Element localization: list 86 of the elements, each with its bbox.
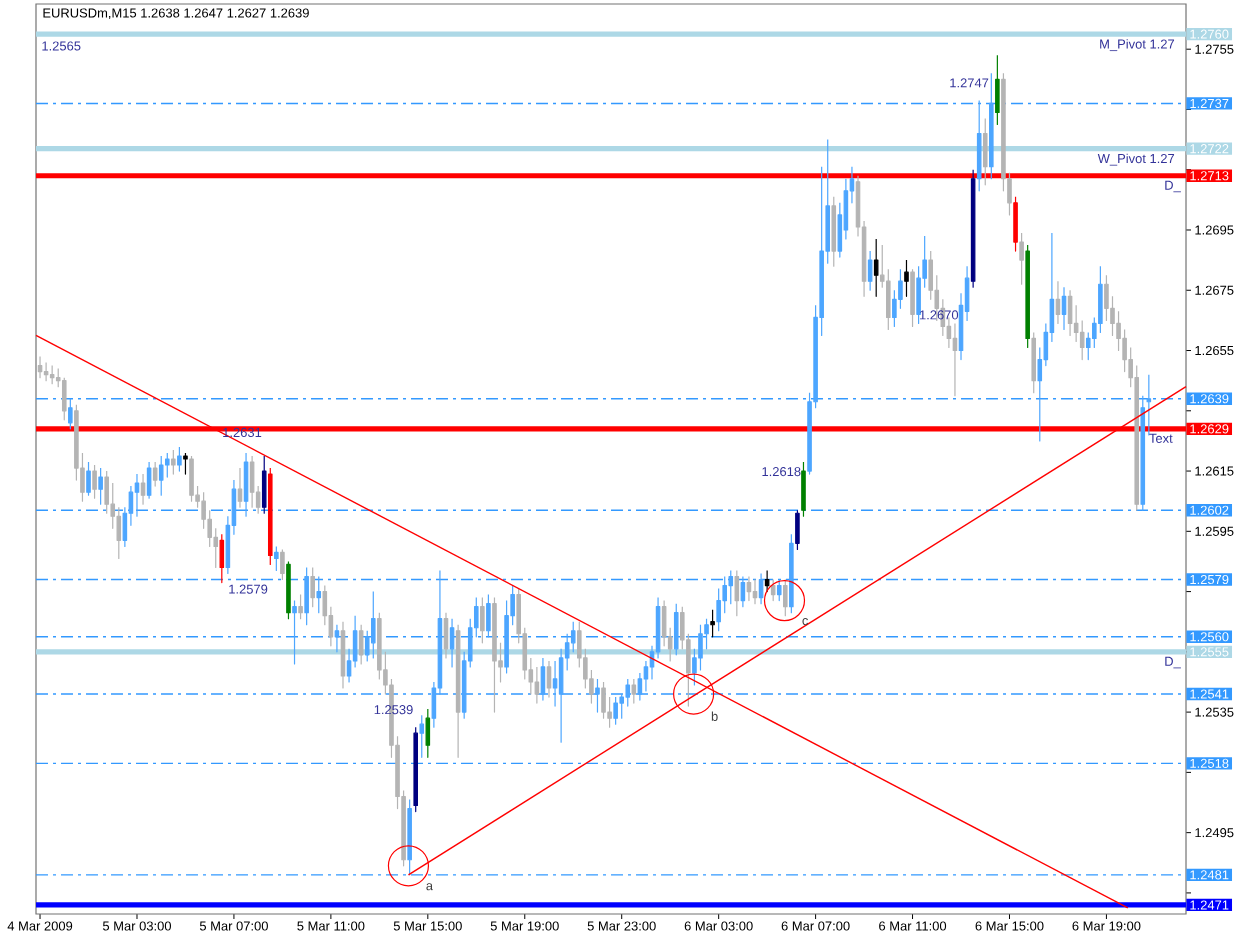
candlestick bbox=[237, 467, 243, 508]
candlestick bbox=[140, 473, 146, 505]
candlestick bbox=[764, 569, 770, 593]
candlestick bbox=[1055, 280, 1061, 324]
candlestick bbox=[673, 603, 679, 656]
candlestick bbox=[219, 533, 225, 584]
candlestick bbox=[152, 461, 158, 487]
candlestick bbox=[1061, 286, 1067, 331]
candlestick bbox=[292, 600, 297, 665]
candlestick bbox=[340, 621, 346, 689]
candlestick bbox=[98, 467, 103, 505]
candlestick bbox=[534, 666, 540, 704]
candlestick bbox=[274, 545, 279, 572]
candlestick bbox=[304, 566, 309, 626]
candlestick bbox=[613, 696, 618, 725]
candlestick bbox=[867, 250, 873, 291]
candlestick bbox=[740, 575, 746, 608]
candlestick bbox=[982, 117, 988, 186]
candlestick bbox=[68, 398, 73, 430]
candlestick bbox=[413, 726, 418, 813]
candlestick bbox=[358, 624, 364, 665]
candlestick bbox=[1067, 289, 1073, 337]
candlestick bbox=[43, 361, 49, 382]
point bbox=[763, 580, 806, 622]
candlestick bbox=[267, 467, 273, 566]
candlestick bbox=[425, 708, 431, 758]
candlestick bbox=[249, 455, 255, 508]
candlestick bbox=[370, 590, 376, 659]
point bbox=[387, 845, 430, 887]
candlestick bbox=[455, 624, 461, 758]
candlestick bbox=[286, 560, 291, 620]
candlestick bbox=[316, 575, 322, 614]
candlestick bbox=[492, 597, 497, 713]
candlestick bbox=[189, 455, 194, 502]
candlestick bbox=[419, 714, 425, 758]
candlestick bbox=[183, 452, 188, 475]
candlestick bbox=[710, 609, 715, 638]
candlestick bbox=[970, 169, 976, 288]
candlestick bbox=[61, 377, 67, 421]
candlestick bbox=[631, 678, 637, 704]
candlestick bbox=[776, 578, 782, 602]
candlestick bbox=[540, 657, 546, 701]
candlestick bbox=[407, 798, 412, 876]
candlestick bbox=[92, 464, 97, 499]
candlestick bbox=[298, 593, 303, 620]
candlestick bbox=[989, 72, 994, 180]
candlestick bbox=[443, 612, 449, 659]
candlestick bbox=[158, 455, 164, 496]
candlestick bbox=[795, 509, 800, 550]
candlestick bbox=[449, 618, 455, 668]
candlestick bbox=[1031, 331, 1037, 394]
candlestick bbox=[1019, 232, 1024, 285]
candlestick bbox=[243, 452, 249, 517]
candlestick bbox=[480, 597, 485, 644]
candlestick bbox=[770, 578, 776, 602]
candlestick bbox=[595, 678, 600, 713]
candlestick bbox=[1013, 196, 1018, 252]
candlestick bbox=[1025, 244, 1030, 349]
candlestick bbox=[831, 196, 837, 267]
candlestick bbox=[904, 259, 909, 297]
candlestick bbox=[728, 569, 734, 605]
candlestick bbox=[783, 578, 788, 617]
candlestick bbox=[171, 449, 176, 475]
candlestick bbox=[86, 461, 91, 496]
candlestick bbox=[334, 624, 340, 653]
candlestick bbox=[873, 238, 879, 297]
candlestick bbox=[146, 461, 152, 499]
candlestick bbox=[995, 54, 1000, 126]
candlestick bbox=[177, 446, 182, 472]
candlestick bbox=[976, 99, 982, 192]
candlestick bbox=[746, 575, 752, 602]
candlestick bbox=[49, 364, 55, 385]
candlestick bbox=[734, 569, 740, 617]
candlestick bbox=[486, 593, 491, 638]
candlestick bbox=[37, 355, 43, 379]
candlestick bbox=[261, 455, 267, 514]
candlestick bbox=[789, 533, 794, 614]
candlestick bbox=[752, 578, 758, 605]
candlestick bbox=[546, 660, 552, 698]
point bbox=[673, 673, 715, 715]
candlestick bbox=[801, 461, 806, 517]
candlestick bbox=[952, 322, 958, 397]
candlestick bbox=[910, 268, 915, 328]
candlestick bbox=[280, 548, 285, 581]
candlestick bbox=[758, 572, 764, 605]
candlestick bbox=[310, 566, 315, 608]
